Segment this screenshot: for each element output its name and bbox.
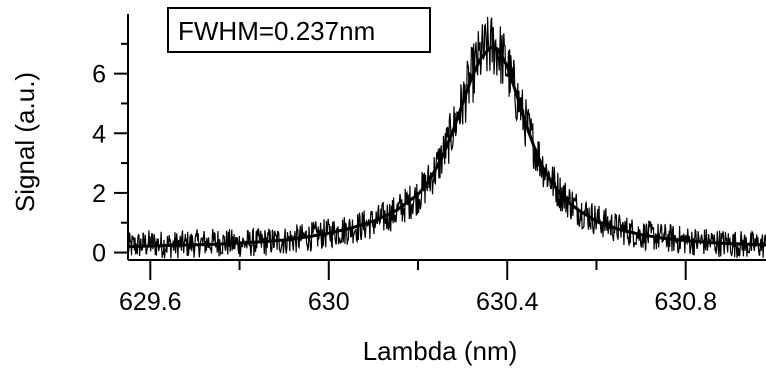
x-axis-title: Lambda (nm) (363, 336, 518, 366)
y-axis-title: Signal (a.u.) (10, 72, 40, 212)
x-tick-label: 629.6 (119, 288, 182, 316)
y-tick-label: 0 (92, 240, 106, 268)
annotation-text: FWHM=0.237nm (178, 16, 375, 46)
series-measured-signal (127, 16, 766, 259)
x-tick-label: 630.8 (654, 288, 717, 316)
y-tick-label: 6 (92, 61, 106, 89)
x-tick-label: 630.4 (476, 288, 539, 316)
series-fit-curve (127, 45, 766, 249)
plot-area (127, 16, 766, 259)
y-tick-label: 2 (92, 180, 106, 208)
axes: 629.6 630 630.4 630.8 0 2 4 6 (92, 14, 766, 316)
y-tick-label: 4 (92, 120, 106, 148)
annotation-box: FWHM=0.237nm (167, 7, 431, 53)
x-tick-label: 630 (308, 288, 350, 316)
annotation-frame (167, 7, 431, 53)
